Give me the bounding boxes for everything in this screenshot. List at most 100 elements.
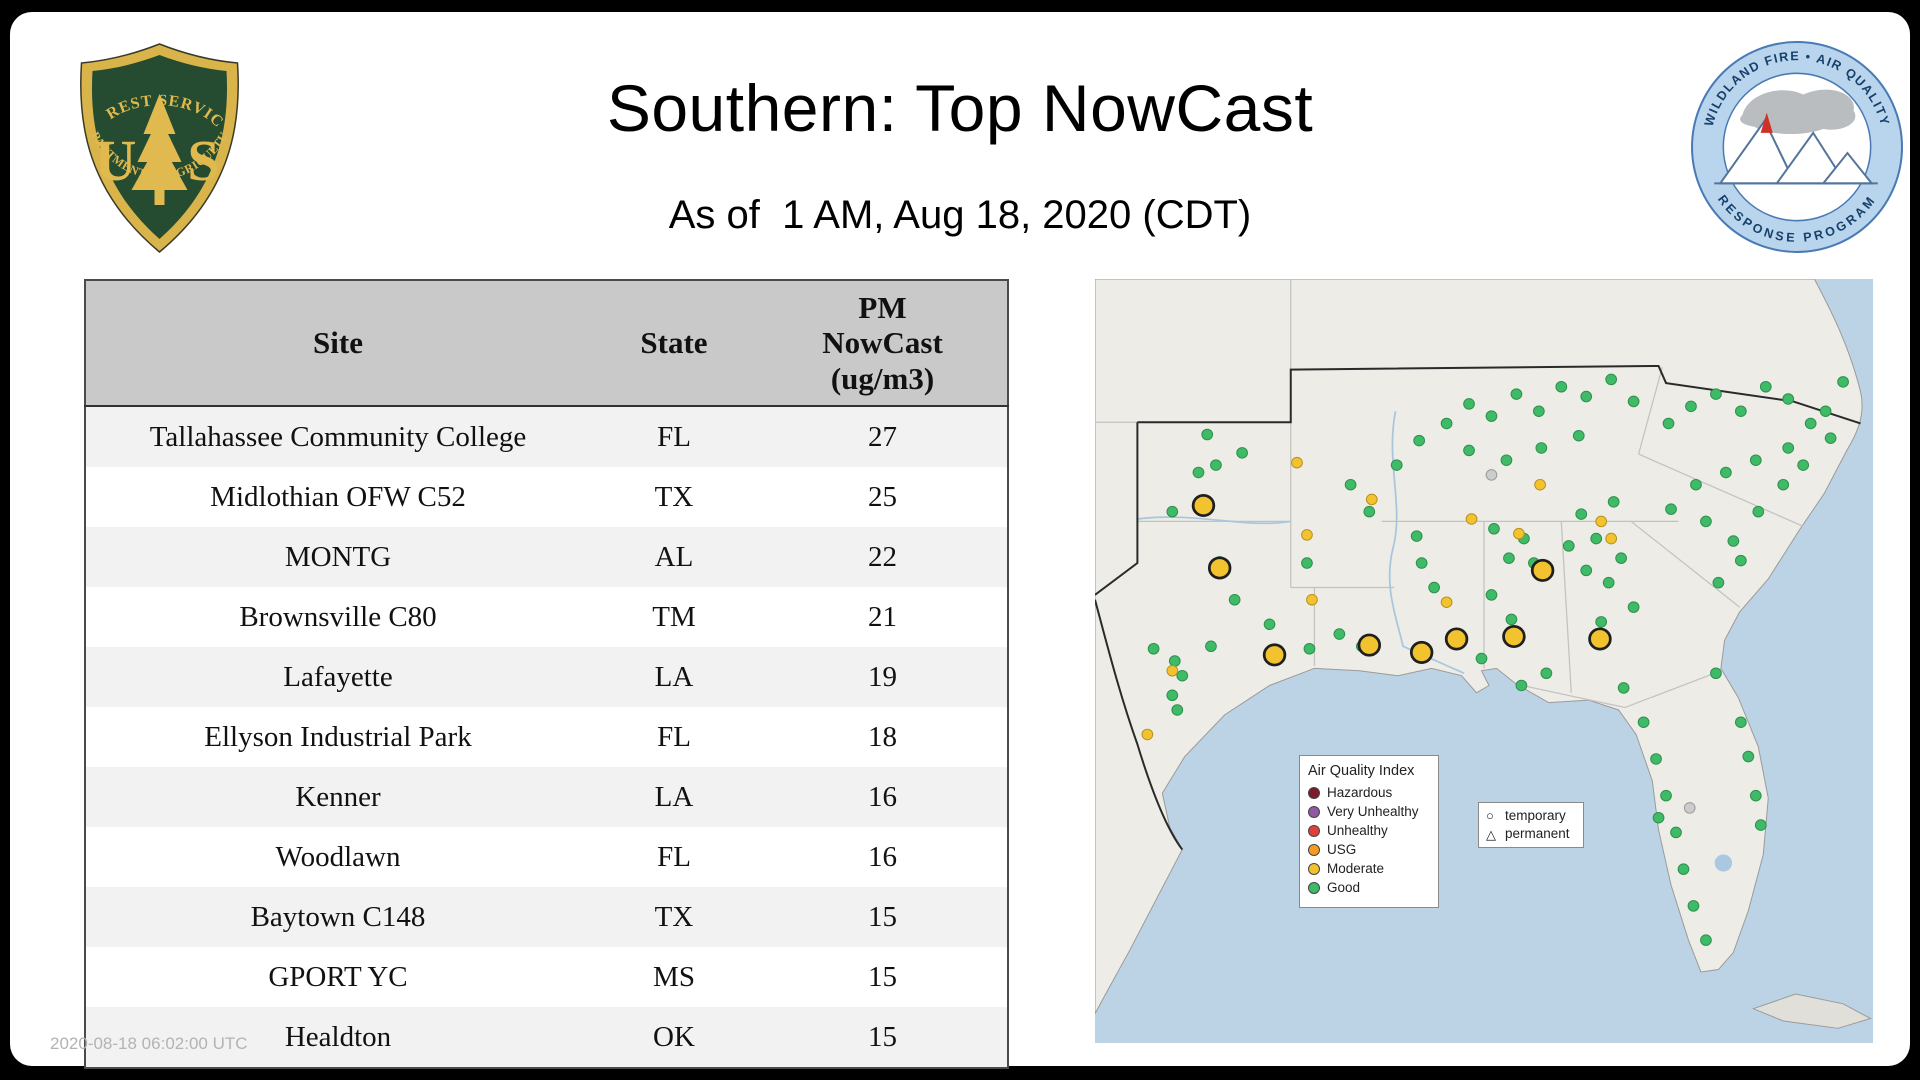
monitor-dot-good xyxy=(1503,552,1515,564)
generation-timestamp: 2020-08-18 06:02:00 UTC xyxy=(50,1034,248,1053)
monitor-dot-good xyxy=(1201,428,1214,441)
cuba-island xyxy=(1751,993,1872,1029)
value-cell: 15 xyxy=(868,900,897,933)
table-row: Healdton OK 15 xyxy=(85,1007,1008,1068)
monitor-dot-good xyxy=(1824,432,1837,444)
monitor-dot-nodata xyxy=(1683,802,1696,814)
wfaqrp-logo-icon: WILDLAND FIRE • AIR QUALITY RESPONSE PRO… xyxy=(1691,41,1903,253)
monitor-dot-moderate-large xyxy=(1409,640,1434,664)
monitor-dot-good xyxy=(1837,376,1849,388)
monitor-dot-good xyxy=(1500,454,1513,466)
site-cell: Lafayette xyxy=(283,660,393,693)
table-row: Midlothian OFW C52 TX 25 xyxy=(85,467,1008,527)
monitor-dot-good xyxy=(1749,789,1762,802)
monitor-dot-good xyxy=(1410,530,1423,542)
monitor-dot-good xyxy=(1652,811,1665,824)
monitor-dot-moderate-large xyxy=(1207,556,1232,580)
table-row: Tallahassee Community College FL 27 xyxy=(85,406,1008,467)
usfs-logo-icon: FOREST SERVICE U S DEPARTMENT OF AGRICUL… xyxy=(69,40,239,253)
monitor-dot-moderate-large xyxy=(1444,627,1469,651)
aqi-category-label: Unhealthy xyxy=(1327,823,1388,838)
monitor-dot-good xyxy=(1670,826,1682,839)
table-row: MONTG AL 22 xyxy=(85,527,1008,587)
monitor-dot-good xyxy=(1440,417,1453,430)
table-row: Woodlawn FL 16 xyxy=(85,827,1008,887)
state-cell: LA xyxy=(654,660,694,693)
monitor-dot-good xyxy=(1777,478,1790,491)
monitor-dot-good xyxy=(1660,789,1672,802)
site-cell: Midlothian OFW C52 xyxy=(210,480,466,513)
monitor-dot-good xyxy=(1700,934,1712,946)
monitor-dot-moderate-large xyxy=(1530,558,1555,582)
monitor-dot-good xyxy=(1605,373,1618,386)
monitor-dot-good xyxy=(1333,628,1346,640)
monitor-dot-moderate-large xyxy=(1502,625,1526,649)
monitor-dot-moderate xyxy=(1301,529,1313,541)
monitor-dot-good xyxy=(1205,640,1217,653)
state-cell: TM xyxy=(652,600,696,633)
monitor-dot-good xyxy=(1413,434,1426,447)
aqi-legend-item: Good xyxy=(1308,880,1430,895)
aqi-legend-item: Moderate xyxy=(1308,861,1430,876)
monitor-dot-moderate xyxy=(1365,493,1378,506)
monitor-dot-moderate xyxy=(1306,594,1318,606)
monitor-dot-good xyxy=(1734,554,1747,567)
monitor-dot-good xyxy=(1532,405,1545,417)
monitor-dot-moderate xyxy=(1534,478,1546,491)
monitor-dot-nodata xyxy=(1485,469,1498,481)
value-cell: 16 xyxy=(868,840,897,873)
state-cell: LA xyxy=(654,780,694,813)
value-cell: 21 xyxy=(868,600,897,633)
monitor-type-label: temporary xyxy=(1505,808,1566,823)
monitor-dot-good xyxy=(1301,557,1313,569)
monitor-dot-good xyxy=(1171,704,1184,716)
monitor-dot-good xyxy=(1650,753,1662,765)
monitor-dot-good xyxy=(1535,442,1548,454)
aqi-category-dot-icon xyxy=(1308,881,1320,894)
aqi-category-label: USG xyxy=(1327,842,1357,857)
rivers xyxy=(1137,411,1465,675)
value-cell: 22 xyxy=(868,540,897,573)
monitor-dot-good xyxy=(1488,523,1500,535)
monitor-dot-moderate xyxy=(1166,665,1179,677)
monitor-dot-good xyxy=(1710,388,1722,400)
monitor-dot-good xyxy=(1555,380,1568,393)
monitor-dot-moderate-large xyxy=(1262,643,1287,667)
state-cell: FL xyxy=(657,420,691,453)
monitor-dot-moderate xyxy=(1595,515,1608,528)
monitor-type-legend-item: △ permanent xyxy=(1486,825,1576,843)
monitor-dot-good xyxy=(1168,655,1181,667)
aqi-category-dot-icon xyxy=(1308,862,1320,875)
monitor-dot-good xyxy=(1627,395,1640,408)
monitor-dot-good xyxy=(1176,669,1189,682)
monitor-dot-moderate-large xyxy=(1191,493,1216,518)
monitor-dot-good xyxy=(1690,478,1702,491)
monitor-dot-moderate-large xyxy=(1588,627,1612,651)
monitor-dot-good xyxy=(1720,466,1732,479)
aqi-category-label: Hazardous xyxy=(1327,785,1393,800)
monitor-type-legend-item: ○ temporary xyxy=(1486,807,1576,825)
monitor-dot-good xyxy=(1572,429,1585,442)
state-cell: FL xyxy=(657,840,691,873)
site-cell: Brownsville C80 xyxy=(239,600,437,633)
site-cell: Healdton xyxy=(284,1020,392,1053)
monitor-dot-good xyxy=(1687,900,1700,912)
monitor-dot-good xyxy=(1505,613,1518,626)
monitor-dot-good xyxy=(1580,390,1593,403)
col-header-pm-nowcast: PM NowCast (ug/m3) xyxy=(758,280,1008,407)
monitor-dot-moderate-large xyxy=(1357,633,1382,657)
monitor-dot-good xyxy=(1363,505,1376,518)
value-cell: 15 xyxy=(868,1020,897,1053)
monitor-dot-good xyxy=(1819,405,1832,417)
monitor-dot-good xyxy=(1263,618,1276,631)
aqi-legend-title: Air Quality Index xyxy=(1308,763,1415,779)
nowcast-table-container: Site State PM NowCast (ug/m3) Tallahasse… xyxy=(84,279,1009,1069)
aqi-legend-item: USG xyxy=(1308,842,1430,857)
state-cell: OK xyxy=(653,1020,695,1053)
monitor-dot-moderate xyxy=(1291,456,1303,469)
monitor-dot-good xyxy=(1166,689,1179,702)
monitor-dot-moderate xyxy=(1605,532,1618,545)
table-header-row: Site State PM NowCast (ug/m3) xyxy=(85,280,1008,407)
aqi-category-dot-icon xyxy=(1308,805,1320,818)
monitor-dot-good xyxy=(1797,459,1810,471)
